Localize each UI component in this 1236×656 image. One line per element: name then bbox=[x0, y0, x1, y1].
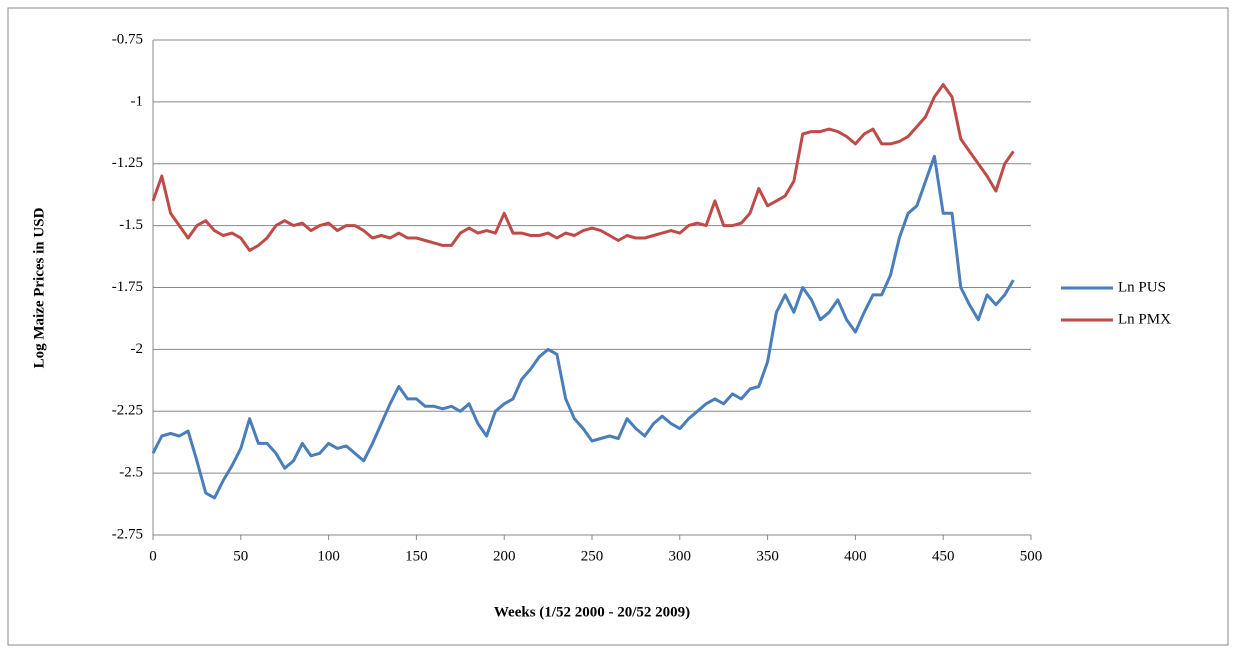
y-tick-label: -1.5 bbox=[119, 217, 143, 233]
y-tick-label: -2 bbox=[131, 341, 144, 357]
x-tick-label: 250 bbox=[581, 548, 604, 564]
y-tick-label: -1.25 bbox=[112, 155, 143, 171]
x-tick-label: 350 bbox=[756, 548, 779, 564]
y-tick-label: -1 bbox=[131, 93, 144, 109]
y-tick-label: -0.75 bbox=[112, 31, 143, 47]
x-tick-label: 0 bbox=[149, 548, 157, 564]
series-line bbox=[151, 154, 1015, 500]
x-tick-label: 300 bbox=[669, 548, 692, 564]
series-line bbox=[151, 83, 1015, 252]
x-tick-label: 500 bbox=[1020, 548, 1043, 564]
legend-label: Ln PUS bbox=[1118, 279, 1166, 295]
x-tick-label: 150 bbox=[405, 548, 428, 564]
y-tick-label: -2.25 bbox=[112, 403, 143, 419]
y-axis-label: Log Maize Prices in USD bbox=[31, 207, 47, 368]
legend-label: Ln PMX bbox=[1118, 311, 1171, 327]
y-tick-label: -2.75 bbox=[112, 526, 143, 542]
x-tick-label: 200 bbox=[493, 548, 516, 564]
x-axis-label: Weeks (1/52 2000 - 20/52 2009) bbox=[494, 604, 690, 620]
chart-border bbox=[7, 7, 1229, 646]
x-tick-label: 50 bbox=[233, 548, 248, 564]
x-tick-label: 400 bbox=[844, 548, 867, 564]
y-tick-label: -1.75 bbox=[112, 279, 143, 295]
x-tick-label: 100 bbox=[317, 548, 340, 564]
y-tick-label: -2.5 bbox=[119, 465, 143, 481]
x-tick-label: 450 bbox=[932, 548, 955, 564]
